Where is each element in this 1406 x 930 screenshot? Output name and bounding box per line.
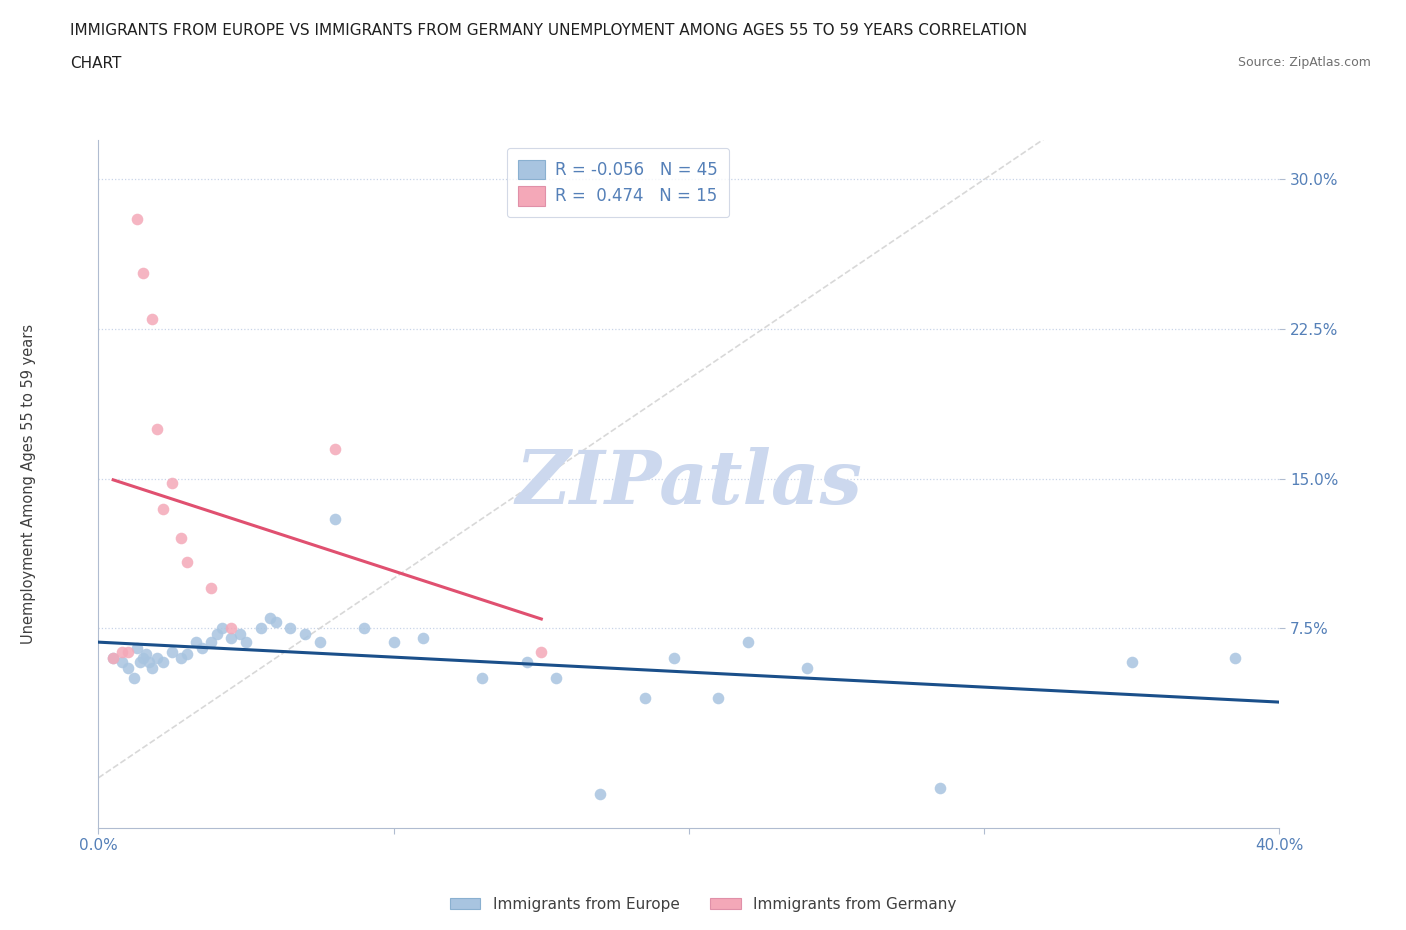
Point [146,421,169,436]
Point [250,621,273,636]
Legend: R = -0.056   N = 45, R =  0.474   N = 15: R = -0.056 N = 45, R = 0.474 N = 15 [506,148,730,218]
Point [219,621,242,636]
Point [264,615,287,630]
Point [278,621,302,636]
Point [103,651,125,666]
Point [132,651,155,666]
Point [229,627,252,642]
Point [515,655,537,670]
Point [170,531,193,546]
Point [219,631,242,645]
Point [200,581,222,596]
Point [191,641,214,656]
Point [200,635,222,650]
Point [1223,651,1246,666]
Point [152,501,174,516]
Point [235,635,257,650]
Text: ZIPatlas: ZIPatlas [516,447,862,520]
Point [664,651,686,666]
Point [184,635,207,650]
Point [353,621,375,636]
Point [544,671,567,685]
Point [382,635,405,650]
Legend: Immigrants from Europe, Immigrants from Germany: Immigrants from Europe, Immigrants from … [444,891,962,918]
Point [323,512,346,526]
Point [170,651,193,666]
Point [589,787,612,802]
Point [412,631,434,645]
Point [530,644,553,659]
Point [111,655,134,670]
Point [132,266,155,281]
Point [323,441,346,456]
Point [211,621,233,636]
Point [125,641,148,656]
Point [309,635,332,650]
Text: Source: ZipAtlas.com: Source: ZipAtlas.com [1237,56,1371,69]
Point [122,671,145,685]
Point [176,646,198,661]
Point [135,646,157,661]
Text: IMMIGRANTS FROM EUROPE VS IMMIGRANTS FROM GERMANY UNEMPLOYMENT AMONG AGES 55 TO : IMMIGRANTS FROM EUROPE VS IMMIGRANTS FRO… [70,23,1028,38]
Point [737,635,759,650]
Point [125,212,148,227]
Point [141,312,163,326]
Text: CHART: CHART [70,56,122,71]
Point [138,655,160,670]
Point [633,691,655,706]
Point [928,780,950,795]
Point [111,644,134,659]
Point [796,660,818,675]
Point [141,660,163,675]
Point [128,655,150,670]
Point [1121,655,1143,670]
Point [162,644,183,659]
Point [117,660,139,675]
Y-axis label: Unemployment Among Ages 55 to 59 years: Unemployment Among Ages 55 to 59 years [21,324,37,644]
Point [146,651,169,666]
Point [205,627,228,642]
Point [471,671,494,685]
Point [176,555,198,570]
Point [162,475,183,490]
Point [707,691,730,706]
Point [103,651,125,666]
Point [294,627,316,642]
Point [117,644,139,659]
Point [152,655,174,670]
Point [259,611,281,626]
